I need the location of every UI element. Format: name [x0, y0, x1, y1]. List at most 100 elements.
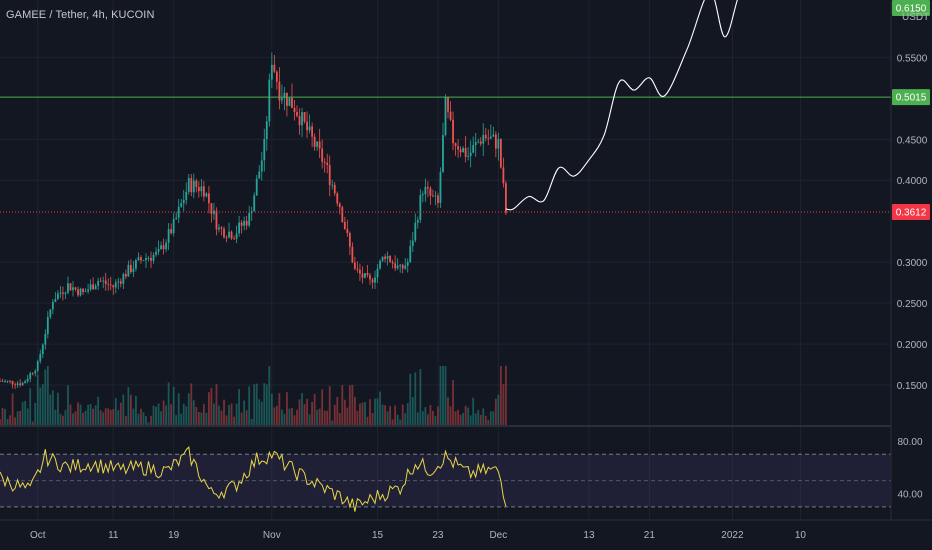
candle [127, 260, 130, 277]
candle [472, 136, 475, 154]
candle [190, 173, 193, 197]
candle [6, 380, 9, 384]
volume-bar [200, 412, 203, 426]
volume-bar [19, 410, 22, 426]
volume-bar [205, 412, 208, 426]
volume-bar [265, 384, 268, 426]
candle [399, 264, 402, 273]
candle [361, 266, 364, 284]
candle [225, 235, 228, 243]
candle [84, 288, 87, 293]
volume-bar [220, 410, 223, 426]
candle [109, 276, 112, 291]
volume-bar [223, 399, 225, 426]
candle [129, 259, 132, 275]
symbol-title[interactable]: GAMEE / Tether, 4h, KUCOIN [6, 9, 155, 21]
volume-bar [275, 405, 278, 426]
candle [477, 138, 480, 144]
volume-bar [268, 366, 271, 426]
candle [64, 291, 67, 300]
time-axis[interactable]: Oct 11 19 Nov 15 23 Dec 13 21 2022 10 [30, 530, 806, 541]
volume-bar [102, 412, 105, 426]
volume-bar [286, 392, 288, 426]
volume-bar [462, 412, 465, 426]
candle [401, 263, 404, 274]
candle [389, 254, 392, 264]
candle [359, 263, 361, 281]
volume-bar [225, 415, 228, 426]
candle [457, 139, 459, 158]
volume-bar [391, 419, 394, 426]
volume-bar [190, 383, 193, 426]
candle [253, 192, 256, 212]
volume-bar [296, 409, 298, 426]
volume-bar [399, 419, 402, 426]
volume-bar [343, 399, 346, 426]
candle [391, 259, 394, 269]
candle [462, 146, 465, 153]
volume-bar [41, 384, 44, 426]
candle [77, 286, 79, 298]
candle [439, 167, 442, 208]
volume-bar [208, 392, 210, 426]
last-price-label: 0.3612 [892, 204, 930, 221]
candle [444, 94, 447, 137]
volume-bar [177, 393, 180, 426]
volume-bar [64, 409, 67, 426]
candle [313, 133, 316, 151]
volume-bar [195, 407, 198, 426]
candle [31, 372, 34, 376]
candle [291, 83, 293, 109]
volume-bar [331, 420, 334, 426]
candle [160, 241, 162, 250]
candle [321, 139, 324, 169]
time-tick-label: Dec [489, 530, 507, 541]
candle [205, 192, 208, 198]
volume-bar [56, 392, 59, 426]
candle [208, 185, 210, 214]
volume-bar [432, 410, 434, 426]
volume-bar [16, 411, 19, 426]
candle [414, 213, 417, 243]
candle [316, 141, 319, 151]
candle [351, 242, 354, 264]
forecast-path[interactable] [505, 0, 755, 211]
time-tick-label: 15 [372, 530, 384, 541]
candle [263, 128, 266, 172]
candle [482, 123, 485, 157]
candle [296, 105, 298, 118]
candle [36, 359, 39, 373]
candle [306, 111, 308, 139]
candle [24, 379, 27, 384]
volume-bar [160, 411, 162, 426]
time-tick-label: 19 [168, 530, 180, 541]
candle [333, 181, 336, 197]
candle [187, 174, 190, 195]
volume-bar [278, 393, 281, 426]
candle [142, 259, 145, 261]
volume-bar [51, 390, 54, 426]
price-axis[interactable]: 0.5500 0.4500 0.4000 0.3000 0.2500 0.2000 0.15… [897, 53, 928, 392]
candle [260, 151, 263, 181]
volume-bar [472, 397, 475, 426]
candle [124, 269, 127, 280]
candle [155, 247, 157, 257]
candle [79, 287, 82, 297]
volume-bar [1, 407, 4, 426]
candle [419, 188, 422, 223]
candle [39, 349, 42, 364]
candle [487, 129, 490, 146]
candle [348, 231, 351, 256]
volume-bar [348, 385, 351, 426]
volume-bar [215, 384, 218, 426]
volume-bar [129, 394, 132, 426]
volume-bar [414, 372, 417, 426]
volume-bar [46, 366, 49, 426]
candle [195, 178, 198, 193]
volume-bar [306, 398, 308, 426]
volume-bar [359, 403, 361, 426]
volume-bar [406, 403, 409, 426]
rsi-axis[interactable]: 80.00 40.00 [897, 437, 922, 501]
volume-bar [165, 405, 168, 426]
